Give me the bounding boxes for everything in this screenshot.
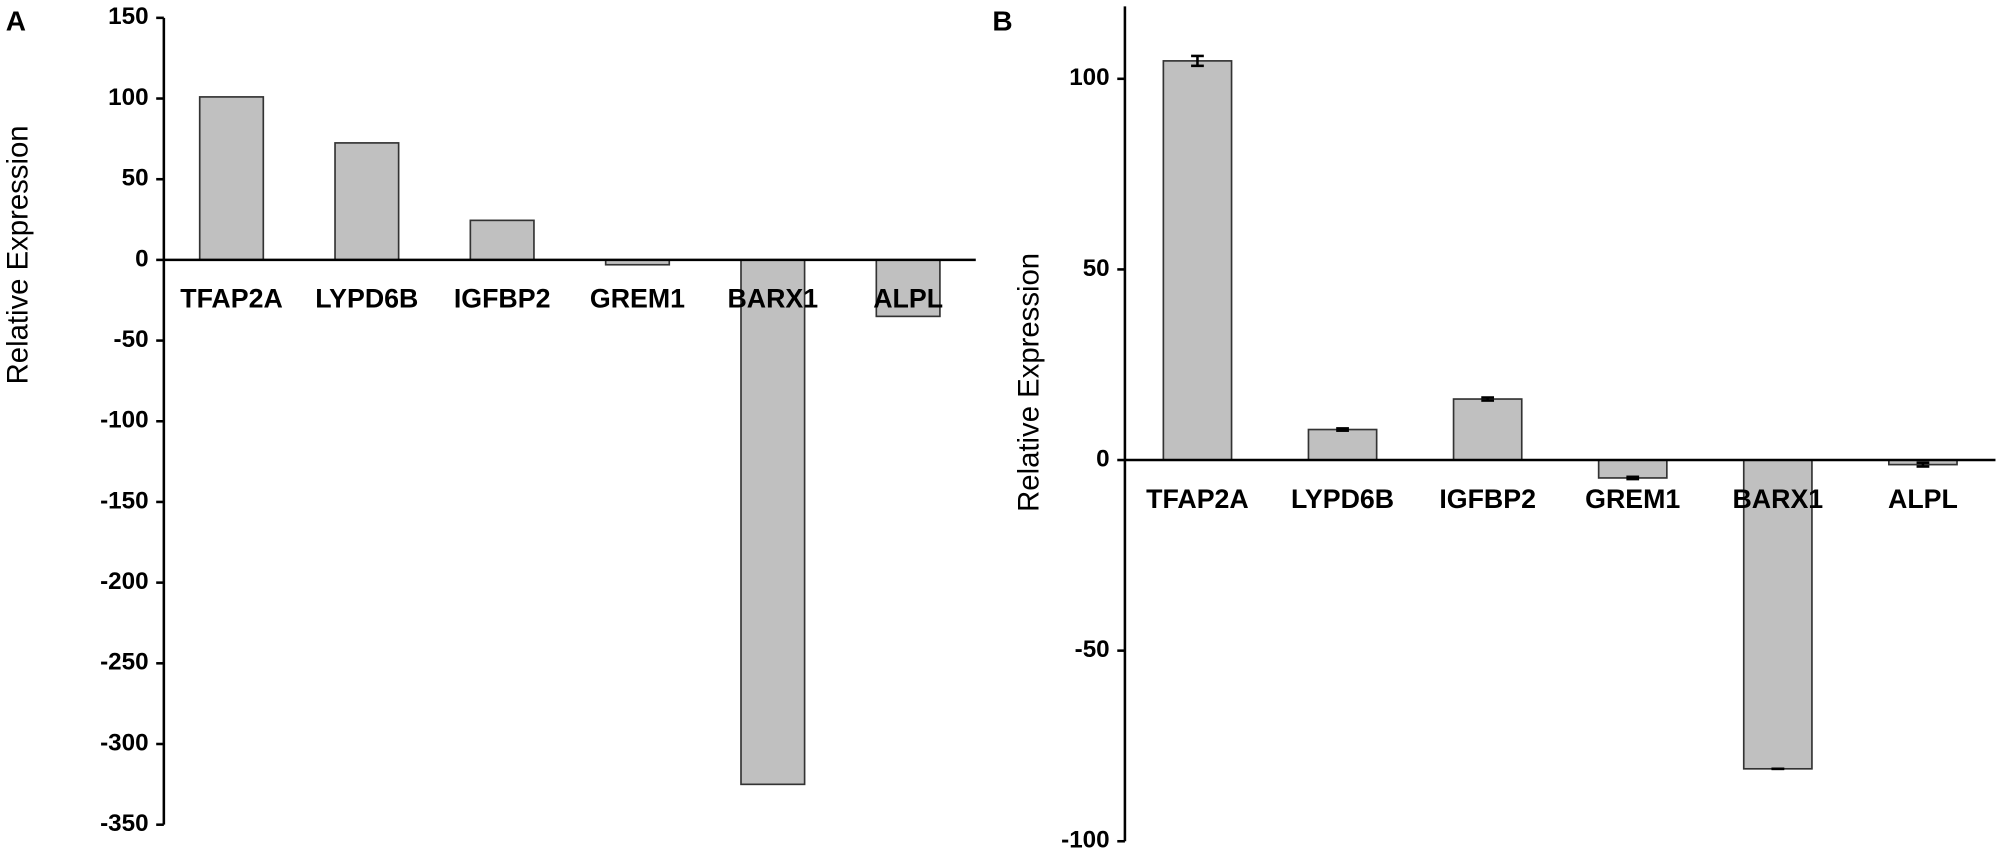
x-tick-label: LYPD6B [315,284,418,314]
bar [1597,459,1668,479]
error-bar [1626,475,1640,481]
bar [740,259,806,786]
bar [1162,60,1233,461]
y-tick-label: 0 [1096,445,1109,472]
y-tick-label: -50 [1075,636,1110,663]
y-tick-label: 100 [1069,64,1109,91]
bar [469,219,535,261]
x-tick-label: GREM1 [590,284,685,314]
x-tick-label: BARX1 [727,284,818,314]
x-tick-label: GREM1 [1585,484,1680,514]
x-tick-label: IGFBP2 [1439,484,1536,514]
y-axis-label: Relative Expression [1012,253,1045,512]
error-bar [1191,54,1204,68]
y-tick-label: -150 [100,487,148,514]
y-tick-label: -100 [100,407,148,434]
error-bar [1481,396,1495,402]
x-tick-label: ALPL [1888,484,1958,514]
y-tick-label: 0 [135,245,148,272]
x-tick-label: IGFBP2 [454,284,551,314]
y-tick-label: 150 [108,3,148,30]
panel-label: A [6,5,26,36]
error-bar [1336,427,1349,432]
x-tick-label: TFAP2A [180,284,283,314]
x-tick-label: LYPD6B [1291,484,1394,514]
panel-label: B [992,5,1012,36]
bar [1452,398,1523,461]
error-bar [1916,461,1930,468]
y-tick-label: -200 [100,568,148,595]
y-axis-label: Relative Expression [2,125,35,384]
y-tick-label: 100 [108,84,148,111]
x-tick-label: ALPL [873,284,943,314]
bar [334,142,400,261]
bar [198,96,265,261]
y-tick-label: -50 [114,326,149,353]
x-tick-label: TFAP2A [1146,484,1249,514]
y-tick-label: -350 [100,810,148,837]
x-tick-label: BARX1 [1732,484,1823,514]
y-tick-label: -250 [100,649,148,676]
bar [1307,428,1378,461]
y-tick-label: -100 [1061,827,1109,854]
y-tick-label: 50 [122,165,149,192]
y-tick-label: 50 [1083,255,1110,282]
y-tick-label: -300 [100,729,148,756]
